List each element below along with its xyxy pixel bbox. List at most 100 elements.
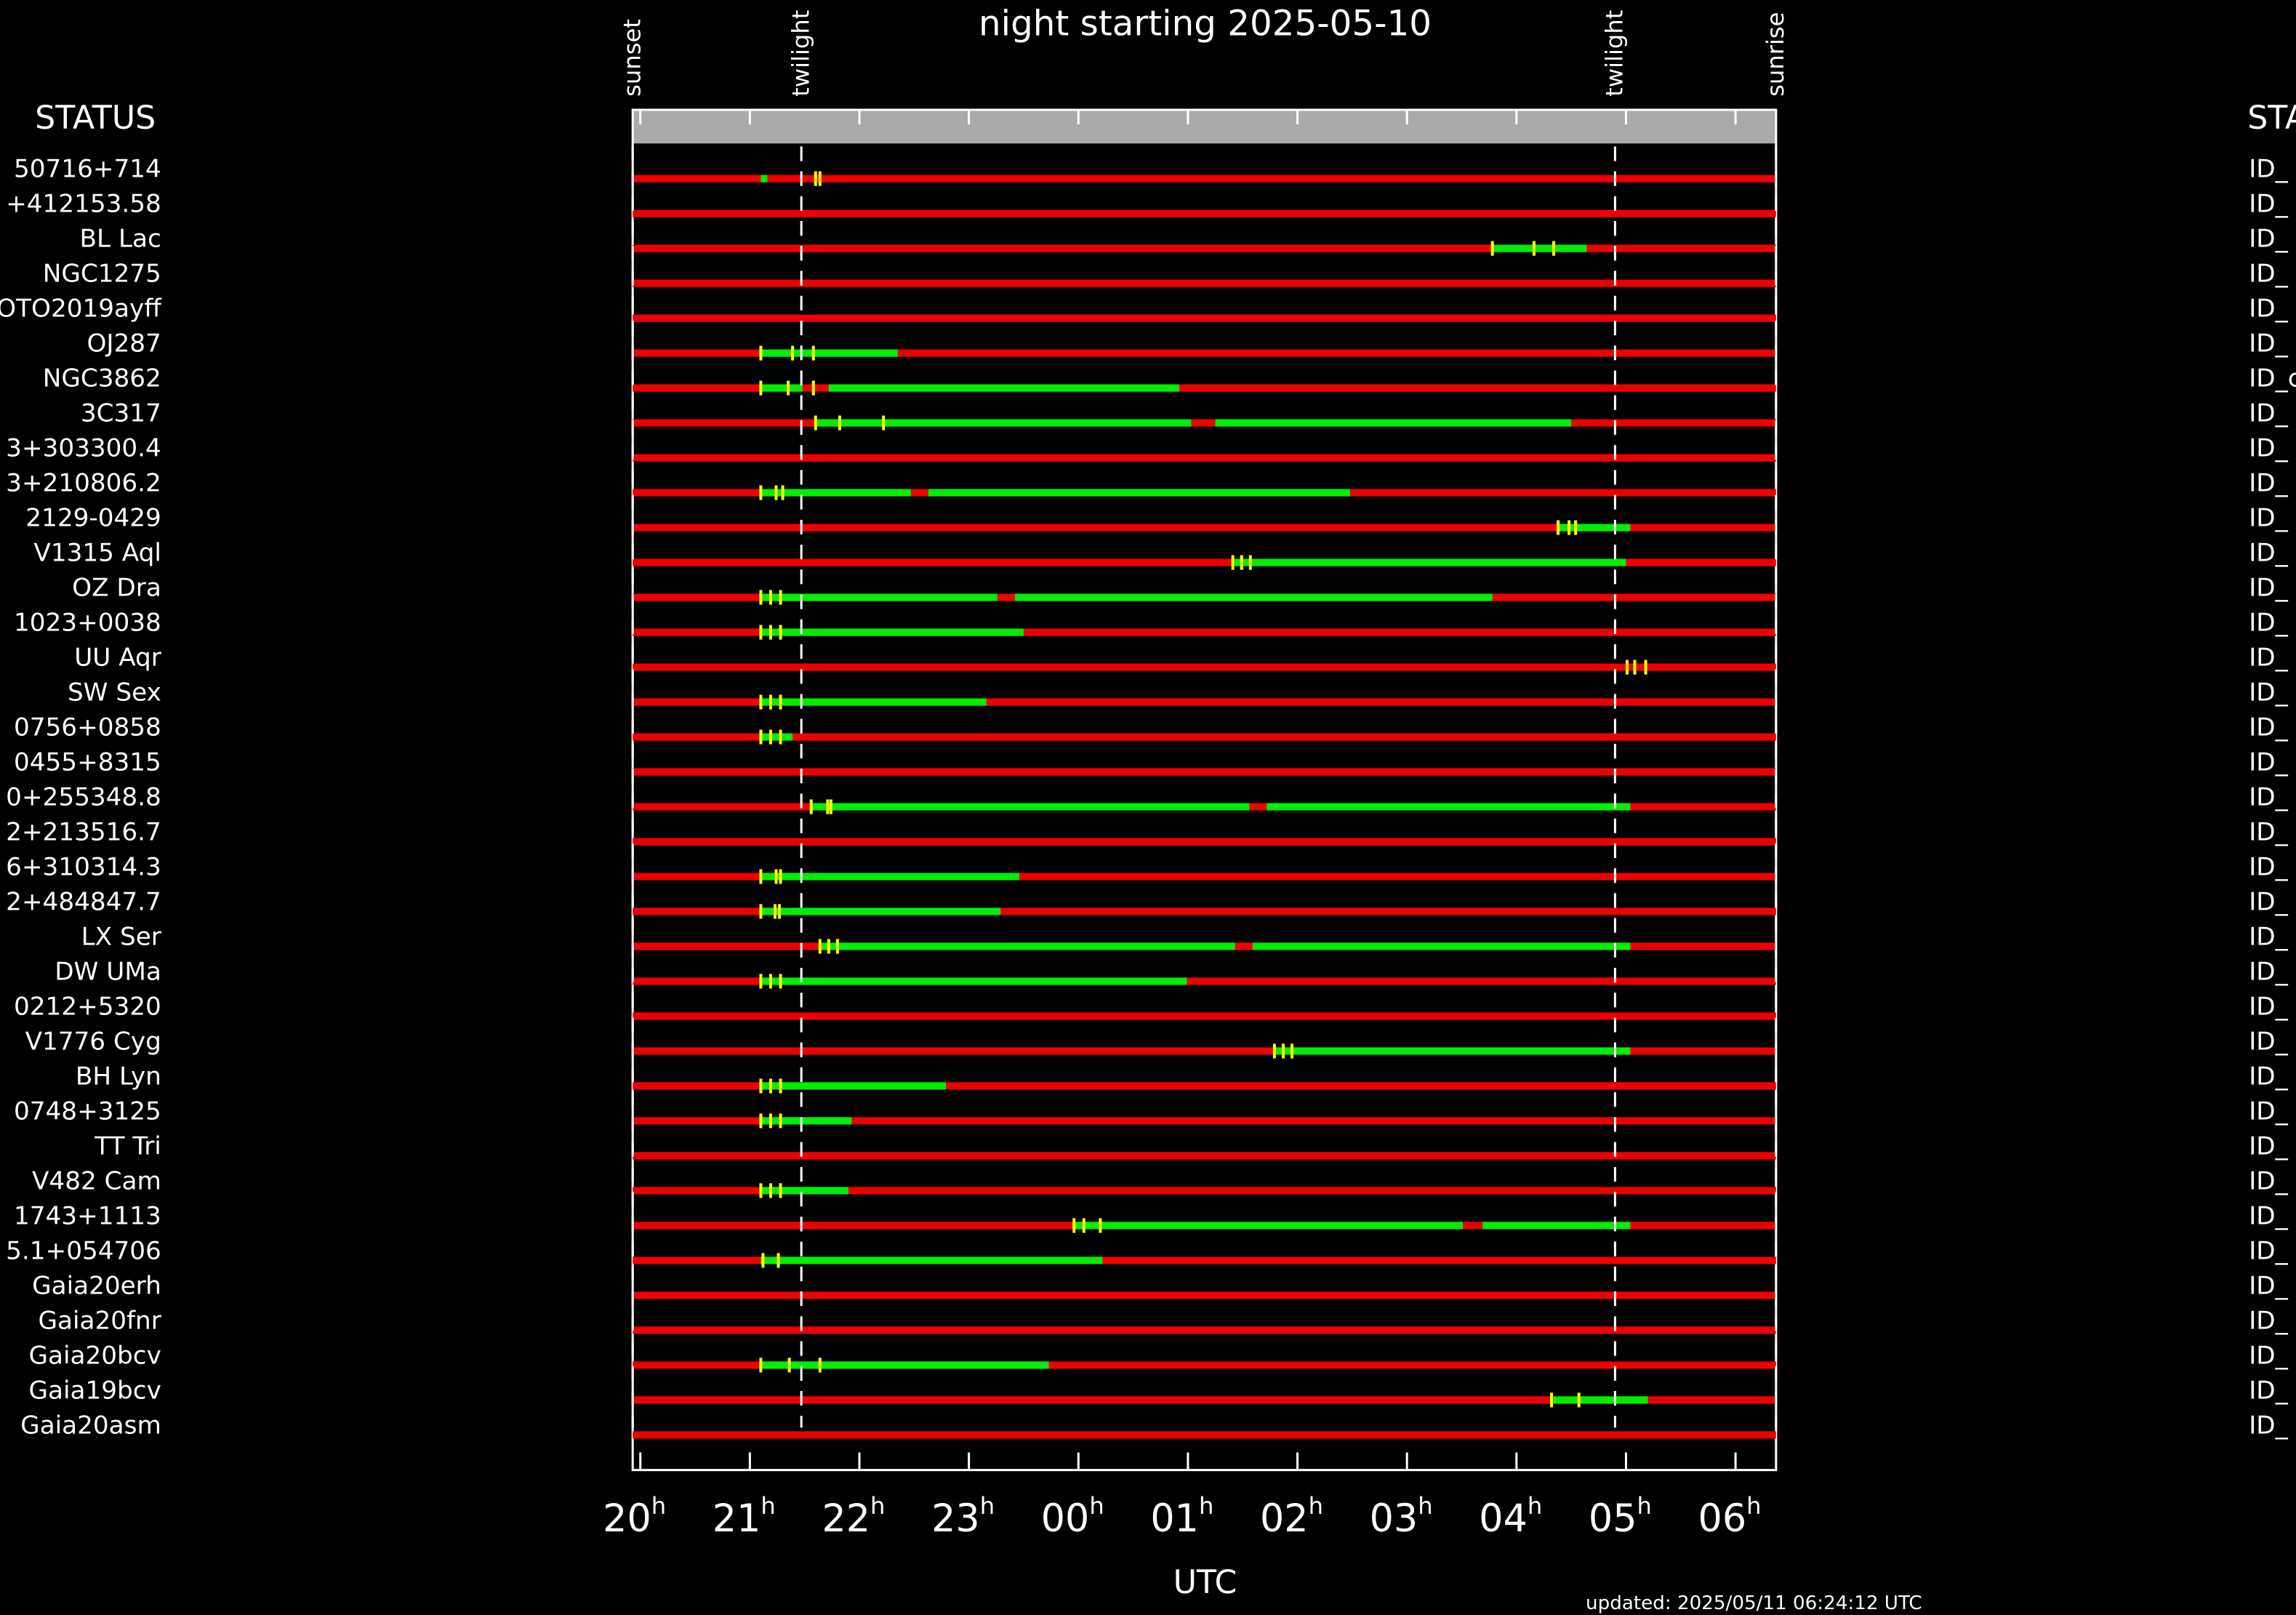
window-bar [760, 489, 911, 497]
x-tick-unit: h [651, 1492, 666, 1520]
window-bar [760, 977, 1187, 985]
row-name: 0455+8315 [14, 748, 161, 777]
row-id: ID_ [2249, 1097, 2288, 1126]
row-name: 2+213516.7 [6, 817, 161, 846]
row-id: ID_ [2249, 539, 2288, 568]
unavailable-bar [633, 419, 1776, 427]
event-label: sunset [618, 19, 646, 97]
row-id: ID_ [2249, 1376, 2288, 1405]
window-bar [760, 349, 898, 357]
row-id: ID_ [2249, 155, 2288, 184]
x-tick-number: 23 [931, 1496, 980, 1541]
window-bar [760, 907, 1001, 915]
unavailable-bar [633, 1012, 1776, 1020]
row-name: 0756+0858 [14, 713, 161, 742]
unavailable-bar [633, 1047, 1776, 1055]
row-id: ID_ [2249, 678, 2288, 708]
row-name: 3C317 [81, 399, 161, 428]
unavailable-bar [633, 279, 1776, 287]
window-bar [1215, 419, 1572, 427]
row-id: ID_ [2249, 294, 2288, 324]
window-bar [760, 1117, 852, 1125]
x-tick-label: 22h [822, 1492, 885, 1541]
row-id: ID_ [2249, 644, 2288, 673]
chart-title: night starting 2025-05-10 [979, 3, 1432, 44]
row-name: 50716+714 [14, 155, 161, 184]
row-id: ID_ [2249, 1411, 2288, 1440]
row-id: ID_ [2249, 574, 2288, 603]
row-id: ID_ [2249, 260, 2288, 289]
x-tick-label: 01h [1150, 1492, 1213, 1541]
row-id: ID_ [2249, 1027, 2288, 1056]
event-label: twilight [1600, 10, 1628, 97]
row-id: ID_ [2249, 504, 2288, 533]
window-bar [760, 593, 998, 601]
x-tick-unit: h [1089, 1492, 1104, 1520]
unavailable-bar [633, 1431, 1776, 1439]
unavailable-bar [633, 244, 1776, 252]
x-tick-unit: h [1528, 1492, 1542, 1520]
window-bar [760, 1187, 848, 1195]
row-id: ID_ [2249, 817, 2288, 846]
window-bar [1252, 942, 1631, 950]
window-bar [819, 942, 1235, 950]
row-id: ID_ [2249, 748, 2288, 777]
row-id: ID_ [2249, 469, 2288, 498]
row-id: ID_ [2249, 1271, 2288, 1300]
row-id: ID_ [2249, 782, 2288, 811]
unavailable-bar [633, 1326, 1776, 1334]
x-tick-number: 21 [713, 1496, 761, 1541]
row-name: V1776 Cyg [25, 1027, 161, 1056]
row-name: 1023+0038 [14, 609, 161, 638]
row-id: ID_ [2249, 190, 2288, 219]
x-tick-unit: h [1199, 1492, 1213, 1520]
row-id: ID_ [2249, 434, 2288, 463]
row-name: V1315 Aql [33, 539, 161, 568]
left-header: STATUS [35, 100, 156, 137]
unavailable-bar [633, 628, 1776, 636]
window-bar [760, 628, 1024, 636]
row-id: ID_c [2249, 364, 2296, 393]
row-id: ID_ [2249, 957, 2288, 986]
row-name: Gaia19bcv [29, 1376, 161, 1405]
unavailable-bar [633, 558, 1776, 566]
x-tick-label: 23h [931, 1492, 995, 1541]
row-id: ID_ [2249, 399, 2288, 428]
row-id: ID_ [2249, 225, 2288, 254]
unavailable-bar [633, 907, 1776, 915]
x-tick-unit: h [1746, 1492, 1761, 1520]
window-bar [1014, 593, 1493, 601]
unavailable-bar [633, 175, 1776, 183]
window-bar [1274, 1047, 1631, 1055]
row-id: ID_ [2249, 922, 2288, 951]
window-bar [760, 1257, 1103, 1265]
row-id: ID_ [2249, 329, 2288, 358]
window-bar [1552, 1396, 1648, 1404]
row-name: 5.1+054706 [6, 1236, 161, 1265]
x-tick-unit: h [1309, 1492, 1323, 1520]
unavailable-bar [633, 698, 1776, 706]
unavailable-bar [633, 384, 1776, 392]
window-bar [1492, 244, 1587, 252]
x-tick-label: 00h [1041, 1492, 1104, 1541]
unavailable-bar [633, 349, 1776, 357]
x-tick-unit: h [980, 1492, 995, 1520]
x-tick-number: 05 [1589, 1496, 1637, 1541]
row-name: 0+255348.8 [6, 782, 161, 811]
row-name: BL Lac [80, 225, 161, 254]
x-tick-unit: h [1637, 1492, 1652, 1520]
unavailable-bar [633, 873, 1776, 881]
unavailable-bar [633, 1187, 1776, 1195]
window-bar [760, 175, 768, 183]
window-bar [1267, 803, 1631, 811]
row-name: 2129-0429 [25, 504, 161, 533]
row-id: ID_ [2249, 852, 2288, 881]
x-tick-number: 00 [1041, 1496, 1090, 1541]
row-name: 2+484847.7 [6, 887, 161, 916]
x-tick-number: 22 [822, 1496, 870, 1541]
x-tick-number: 03 [1370, 1496, 1418, 1541]
row-name: Gaia20asm [20, 1411, 161, 1440]
row-id: ID_ [2249, 609, 2288, 638]
unavailable-bar [633, 838, 1776, 846]
unavailable-bar [633, 1152, 1776, 1160]
